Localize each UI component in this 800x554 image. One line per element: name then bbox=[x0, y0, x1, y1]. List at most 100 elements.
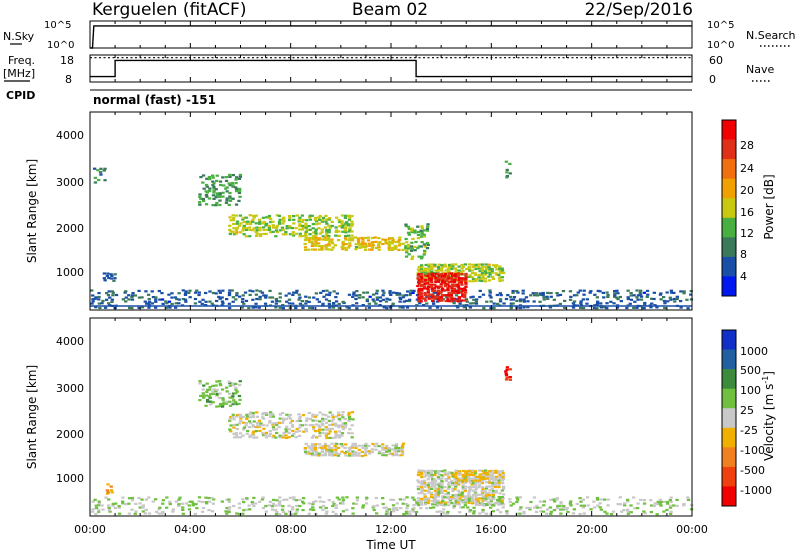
velocity-cell-6 bbox=[468, 481, 472, 484]
velocity-cell-2 bbox=[220, 405, 225, 408]
power-cell-8 bbox=[430, 272, 434, 275]
power-cell-5 bbox=[324, 238, 328, 241]
velocity-cell-0 bbox=[525, 506, 529, 509]
velocity-cell-5 bbox=[433, 485, 437, 488]
velocity-cell-2 bbox=[201, 388, 205, 391]
power-cell-0 bbox=[355, 307, 359, 310]
power-cell-7 bbox=[423, 271, 427, 274]
velocity-cell-4 bbox=[334, 446, 338, 449]
velocity-cell-5 bbox=[487, 495, 491, 498]
power-cell-8 bbox=[463, 279, 467, 282]
velocity-cell-0 bbox=[538, 500, 543, 503]
power-cell-4 bbox=[344, 226, 348, 230]
velocity-cell-4 bbox=[394, 452, 398, 455]
power-cell-4 bbox=[307, 225, 311, 228]
power-cell-8 bbox=[426, 291, 430, 294]
velocity-cell-6 bbox=[471, 474, 476, 477]
velocity-cell-3 bbox=[343, 417, 347, 421]
power-cell-0 bbox=[204, 291, 208, 295]
power-cell-4 bbox=[344, 224, 348, 227]
velocity-cell-0 bbox=[598, 502, 602, 505]
velocity-cell-3 bbox=[274, 436, 278, 439]
velocity-cell-0 bbox=[123, 503, 128, 506]
velocity-cell-0 bbox=[91, 508, 95, 511]
velocity-cell-3 bbox=[312, 434, 316, 437]
power-cell-4 bbox=[267, 224, 271, 228]
power-cell-0 bbox=[275, 299, 279, 303]
velocity-cell-5 bbox=[447, 504, 451, 507]
velocity-cell-5 bbox=[427, 486, 431, 489]
velocity-cell-4 bbox=[331, 454, 335, 457]
velocity-cell-5 bbox=[473, 483, 477, 486]
power-cell-0 bbox=[235, 292, 239, 295]
power-cell-3 bbox=[231, 197, 235, 200]
velocity-cell-4 bbox=[391, 448, 395, 451]
power-cell-4 bbox=[277, 222, 282, 225]
velocity-cell-0 bbox=[295, 504, 299, 507]
power-cell-5 bbox=[314, 238, 318, 241]
velocity-cell-5 bbox=[480, 493, 484, 496]
velocity-cell-0 bbox=[190, 500, 194, 503]
velocity-cell-0 bbox=[586, 504, 590, 507]
velocity-cell-3 bbox=[257, 425, 262, 428]
power-cell-0 bbox=[361, 296, 365, 299]
power-cell-0 bbox=[378, 304, 382, 307]
power-cell-6 bbox=[404, 255, 409, 258]
power-cell-0 bbox=[278, 296, 282, 299]
velocity-cell-5 bbox=[470, 495, 474, 499]
power-cell-8 bbox=[446, 287, 450, 290]
velocity-cell-0 bbox=[582, 512, 586, 515]
velocity-cell-0 bbox=[171, 508, 175, 511]
velocity-cell-2 bbox=[231, 401, 235, 404]
velocity-cell-6 bbox=[478, 479, 482, 482]
velocity-cell-5 bbox=[420, 480, 424, 483]
velocity-cell-0 bbox=[686, 498, 691, 501]
power-cell-4 bbox=[265, 216, 269, 219]
power-cell-0 bbox=[124, 296, 128, 299]
velocity-cell-0 bbox=[224, 510, 228, 513]
velocity-cell-0 bbox=[160, 512, 164, 515]
velocity-cell-4 bbox=[330, 450, 334, 453]
velocity-cell-0 bbox=[384, 506, 388, 509]
nsky-series-line bbox=[90, 25, 692, 49]
power-cell-5 bbox=[343, 246, 347, 250]
power-cell-0 bbox=[571, 306, 576, 309]
power-cell-6 bbox=[410, 247, 414, 250]
power-cell-8 bbox=[459, 279, 464, 282]
velocity-cell-3 bbox=[284, 434, 288, 437]
power-cell-4 bbox=[252, 214, 256, 217]
power-cell-8 bbox=[424, 278, 428, 281]
power-cell-5 bbox=[323, 236, 327, 239]
velocity-cell-4 bbox=[334, 452, 338, 455]
power-cell-8 bbox=[457, 297, 461, 300]
power-cell-7 bbox=[502, 271, 506, 274]
velocity-cell-3 bbox=[330, 427, 334, 430]
velocity-cell-4 bbox=[347, 454, 352, 457]
velocity-cell-0 bbox=[478, 502, 482, 505]
power-cell-3 bbox=[225, 197, 229, 200]
velocity-cell-3 bbox=[229, 424, 233, 427]
velocity-cell-5 bbox=[491, 471, 496, 474]
power-cell-0 bbox=[612, 302, 616, 305]
power-cell-8 bbox=[439, 298, 443, 301]
power-cell-0 bbox=[639, 295, 644, 298]
power-cell-7 bbox=[484, 266, 488, 269]
power-cell-3 bbox=[237, 177, 242, 180]
power-cell-4 bbox=[274, 235, 278, 238]
velocity-cell-0 bbox=[225, 512, 229, 515]
power-cell-7 bbox=[500, 276, 504, 279]
velocity-cell-0 bbox=[339, 502, 343, 505]
power-cell-6 bbox=[410, 257, 414, 260]
power-cell-6 bbox=[420, 235, 424, 238]
velocity-cell-3 bbox=[328, 430, 332, 433]
velocity-cell-4 bbox=[401, 442, 406, 445]
velocity-cell-6 bbox=[482, 477, 486, 480]
velocity-cell-3 bbox=[321, 419, 325, 422]
velocity-cell-3 bbox=[244, 424, 248, 427]
power-cell-0 bbox=[615, 306, 620, 309]
velocity-cell-0 bbox=[161, 510, 165, 513]
velocity-cell-2 bbox=[198, 399, 202, 402]
velocity-cell-6 bbox=[488, 470, 492, 473]
velocity-cell-4 bbox=[378, 450, 382, 453]
power-cell-0 bbox=[613, 292, 617, 295]
